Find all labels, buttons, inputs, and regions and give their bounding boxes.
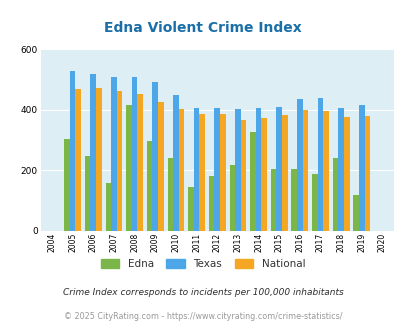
Bar [75, 89, 81, 231]
Bar [126, 106, 132, 231]
Bar [147, 141, 152, 231]
Bar [261, 118, 266, 231]
Bar [105, 183, 111, 231]
Bar [317, 98, 322, 231]
Bar [199, 114, 205, 231]
Bar [193, 108, 199, 231]
Bar [364, 116, 369, 231]
Bar [353, 195, 358, 231]
Bar [337, 108, 343, 231]
Bar [358, 105, 364, 231]
Bar [302, 110, 307, 231]
Bar [276, 107, 281, 231]
Bar [296, 99, 302, 231]
Bar [111, 77, 116, 231]
Bar [249, 132, 255, 231]
Bar [240, 120, 245, 231]
Bar [208, 176, 214, 231]
Bar [178, 109, 184, 231]
Bar [322, 111, 328, 231]
Bar [255, 109, 261, 231]
Bar [234, 109, 240, 231]
Bar [158, 102, 163, 231]
Bar [270, 169, 276, 231]
Bar [332, 158, 337, 231]
Bar [132, 77, 137, 231]
Bar [152, 82, 158, 231]
Bar [85, 156, 90, 231]
Bar [188, 187, 193, 231]
Bar [229, 165, 234, 231]
Bar [90, 74, 96, 231]
Bar [116, 91, 122, 231]
Text: Crime Index corresponds to incidents per 100,000 inhabitants: Crime Index corresponds to incidents per… [62, 287, 343, 297]
Bar [137, 94, 143, 231]
Bar [70, 71, 75, 231]
Bar [220, 114, 225, 231]
Bar [167, 158, 173, 231]
Bar [343, 116, 349, 231]
Bar [214, 108, 220, 231]
Bar [281, 115, 287, 231]
Text: Edna Violent Crime Index: Edna Violent Crime Index [104, 21, 301, 35]
Legend: Edna, Texas, National: Edna, Texas, National [96, 254, 309, 273]
Text: © 2025 CityRating.com - https://www.cityrating.com/crime-statistics/: © 2025 CityRating.com - https://www.city… [64, 312, 341, 321]
Bar [64, 139, 70, 231]
Bar [311, 174, 317, 231]
Bar [173, 95, 178, 231]
Bar [291, 169, 296, 231]
Bar [96, 88, 101, 231]
